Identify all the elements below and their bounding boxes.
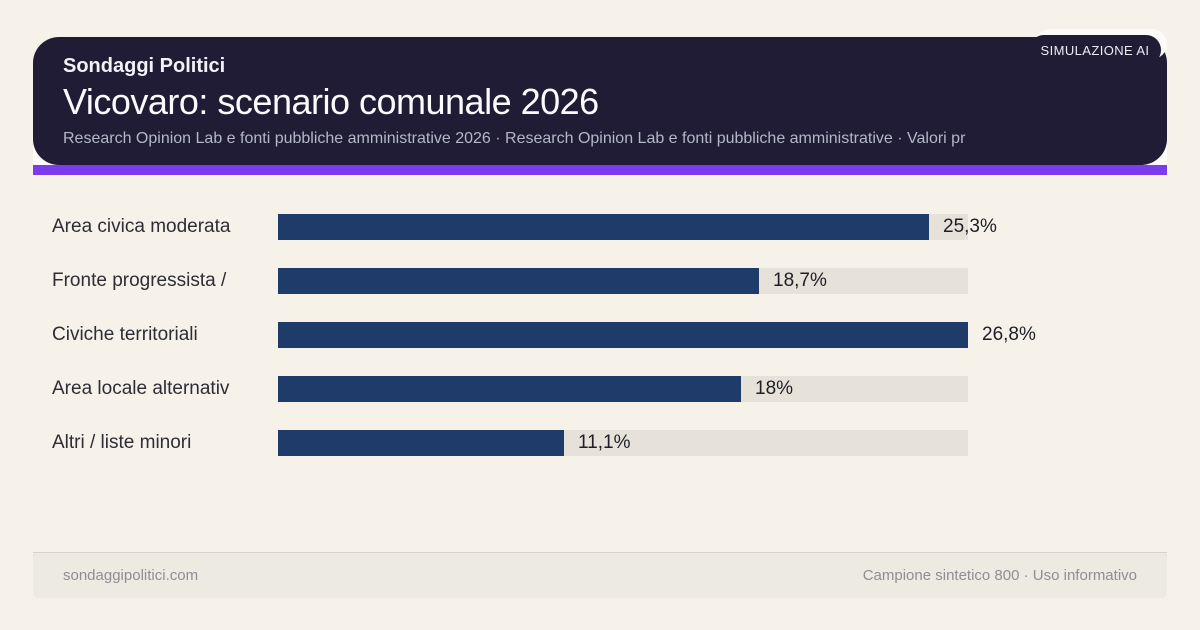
chart-row: Fronte progressista / 18,7% — [52, 268, 1162, 294]
value-label: 11,1% — [578, 432, 631, 453]
bar — [278, 268, 759, 294]
category-label: Area locale alternativ — [52, 378, 230, 399]
header-card: Sondaggi Politici Vicovaro: scenario com… — [33, 29, 1167, 165]
bar-track — [278, 376, 968, 402]
footer-site: sondaggipolitici.com — [63, 567, 199, 584]
bar-track — [278, 268, 968, 294]
chart-row: Altri / liste minori 11,1% — [52, 430, 1162, 456]
value-label: 25,3% — [943, 216, 997, 237]
bar — [278, 322, 968, 348]
value-label: 18% — [755, 378, 794, 399]
category-label: Area civica moderata — [52, 216, 231, 237]
chart-row: Area civica moderata 25,3% — [52, 214, 1162, 240]
category-label: Civiche territoriali — [52, 324, 198, 345]
bar-track — [278, 214, 968, 240]
chart-row: Civiche territoriali 26,8% — [52, 322, 1162, 348]
chart-row: Area locale alternativ 18% — [52, 376, 1162, 402]
bar — [278, 430, 564, 456]
brand-kicker: Sondaggi Politici — [63, 55, 226, 77]
simulation-badge: SIMULAZIONE AI — [1029, 29, 1167, 65]
value-label: 18,7% — [773, 270, 827, 291]
footer: sondaggipolitici.com Campione sintetico … — [33, 552, 1167, 598]
simulation-badge-label: SIMULAZIONE AI — [1029, 35, 1161, 65]
footer-note: Campione sintetico 800 · Uso informativo — [862, 567, 1137, 584]
accent-bar — [33, 165, 1167, 175]
value-label: 26,8% — [982, 324, 1036, 345]
page-subtitle: Research Opinion Lab e fonti pubbliche a… — [63, 130, 966, 147]
category-label: Altri / liste minori — [52, 432, 192, 453]
bar-track — [278, 430, 968, 456]
bar — [278, 214, 929, 240]
page-title: Vicovaro: scenario comunale 2026 — [63, 81, 599, 122]
category-label: Fronte progressista / — [52, 270, 227, 291]
bar-track — [278, 322, 968, 348]
bar-chart: Area civica moderata 25,3% Fronte progress… — [52, 214, 1162, 494]
header-card-wrap: Sondaggi Politici Vicovaro: scenario com… — [33, 29, 1167, 175]
bar — [278, 376, 741, 402]
